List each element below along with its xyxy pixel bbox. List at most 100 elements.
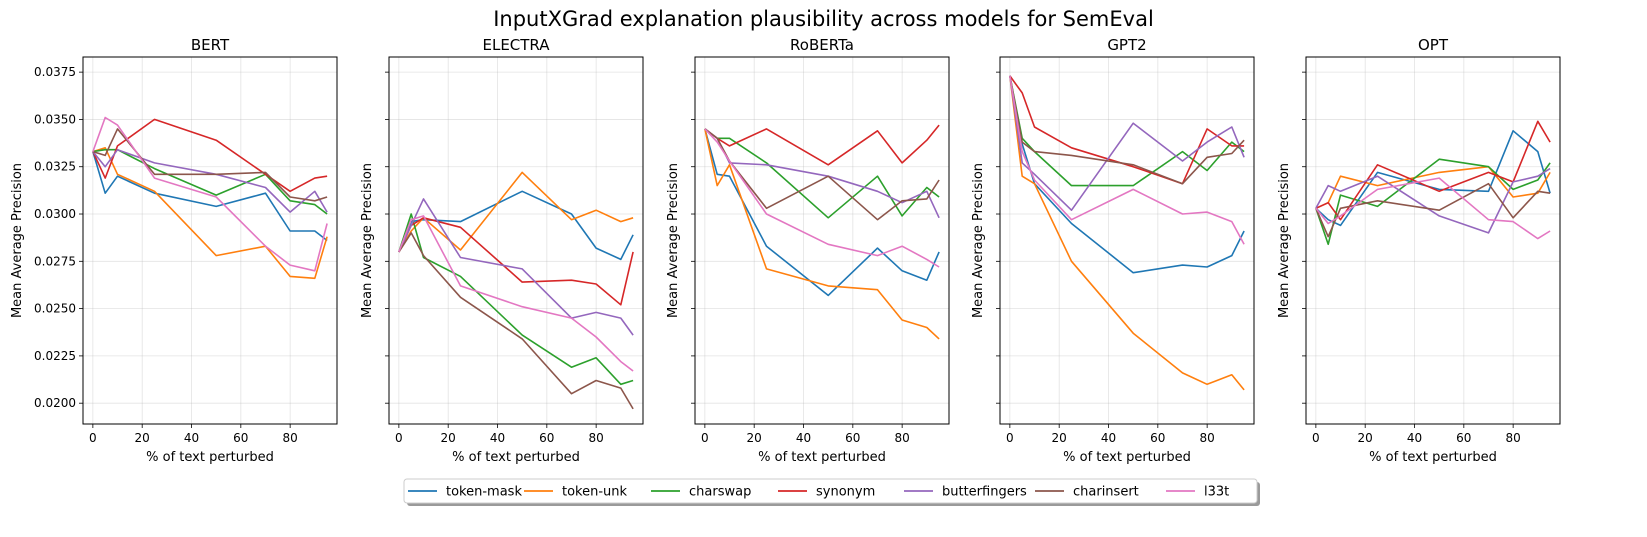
y-tick-label: 0.0375: [34, 65, 76, 79]
series-line-charswap: [704, 128, 940, 219]
series-line-token-mask: [704, 128, 940, 297]
x-tick-label: 80: [589, 431, 604, 445]
series-line-token-unk: [92, 147, 328, 280]
y-tick-label: 0.0200: [34, 396, 76, 410]
x-tick-label: 40: [184, 431, 199, 445]
x-tick-label: 0: [1006, 431, 1014, 445]
series-line-synonym: [398, 217, 634, 306]
panel-opt: 0 20 40 60 80 OPT % of text perturbed Mean Aver…: [1277, 36, 1561, 465]
series-line-charinsert: [1315, 182, 1551, 238]
x-tick-label: 20: [135, 431, 150, 445]
series-line-charswap: [398, 213, 634, 386]
x-tick-label: 80: [283, 431, 298, 445]
series-line-butterfingers: [1009, 75, 1245, 211]
x-tick-label: 0: [89, 431, 97, 445]
panel-title: OPT: [1418, 36, 1449, 54]
x-tick-label: 60: [1150, 431, 1165, 445]
x-axis-label: % of text perturbed: [146, 450, 274, 465]
series-line-l33t: [1315, 177, 1551, 240]
panel-title: ELECTRA: [482, 36, 550, 54]
series-line-charinsert: [398, 232, 634, 410]
panel-electra: 0 20 40 60 80 ELECTRA % of text perturbed Mean …: [360, 36, 644, 465]
plot-frame: [1305, 56, 1561, 425]
legend-item-charswap: charswap: [651, 485, 751, 500]
series-line-token-mask: [92, 151, 328, 242]
legend-label-l33t: l33t: [1204, 485, 1229, 500]
y-tick-label: 0.0300: [34, 207, 76, 221]
panels: 0 20 40 60 80 0.0200 0.0225 0.0250 0.0275 0.0300 0…: [10, 36, 1561, 465]
y-tick-label: 0.0225: [34, 349, 76, 363]
series-line-l33t: [398, 215, 634, 372]
series-line-token-unk: [704, 128, 940, 340]
x-tick-label: 20: [1052, 431, 1067, 445]
figure-title: InputXGrad explanation plausibility acro…: [493, 7, 1154, 31]
legend-label-charinsert: charinsert: [1073, 485, 1139, 500]
x-tick-label: 60: [1456, 431, 1471, 445]
series-line-token-unk: [1009, 75, 1245, 391]
legend-label-butterfingers: butterfingers: [942, 485, 1027, 500]
x-tick-label: 40: [1407, 431, 1422, 445]
y-tick-label: 0.0275: [34, 254, 76, 268]
y-tick-label: 0.0250: [34, 302, 76, 316]
legend-item-charinsert: charinsert: [1035, 485, 1139, 500]
legend-item-token-mask: token-mask: [408, 485, 522, 500]
series-line-token-unk: [1315, 165, 1551, 210]
y-axis-label: Mean Average Precision: [10, 163, 25, 318]
series-line-l33t: [704, 128, 940, 268]
x-tick-label: 40: [1101, 431, 1116, 445]
series-line-synonym: [92, 118, 328, 193]
panel-title: RoBERTa: [790, 36, 854, 54]
y-axis-label: Mean Average Precision: [1277, 163, 1292, 318]
panel-roberta: 0 20 40 60 80 RoBERTa % of text perturbed Mean …: [666, 36, 950, 465]
series-line-charswap: [1009, 75, 1245, 187]
legend-item-token-unk: token-unk: [524, 485, 628, 500]
series-line-charinsert: [704, 128, 940, 221]
legend-label-synonym: synonym: [816, 485, 875, 500]
x-tick-label: 60: [845, 431, 860, 445]
x-tick-label: 80: [1506, 431, 1521, 445]
plot-frame: [999, 56, 1255, 425]
x-tick-label: 20: [441, 431, 456, 445]
x-tick-label: 60: [539, 431, 554, 445]
y-axis-label: Mean Average Precision: [971, 163, 986, 318]
legend-item-butterfingers: butterfingers: [904, 485, 1027, 500]
y-axis-label: Mean Average Precision: [360, 163, 375, 318]
series-line-token-mask: [1009, 75, 1245, 274]
x-tick-label: 20: [1358, 431, 1373, 445]
x-tick-label: 40: [490, 431, 505, 445]
panel-bert: 0 20 40 60 80 0.0200 0.0225 0.0250 0.0275 0.0300 0…: [10, 36, 338, 465]
x-tick-label: 60: [233, 431, 248, 445]
series-line-butterfingers: [1315, 167, 1551, 234]
series-line-charswap: [1315, 158, 1551, 246]
legend-frame: [403, 478, 1258, 504]
plot-frame: [388, 56, 644, 425]
series-line-l33t: [92, 116, 328, 272]
panel-title: BERT: [191, 36, 230, 54]
x-axis-label: % of text perturbed: [758, 450, 886, 465]
panel-gpt2: 0 20 40 60 80 GPT2 % of text perturbed Mean Ave…: [971, 36, 1255, 465]
x-axis-label: % of text perturbed: [1063, 450, 1191, 465]
series-line-token-unk: [398, 171, 634, 253]
series-line-synonym: [1009, 75, 1245, 185]
x-tick-label: 80: [895, 431, 910, 445]
x-tick-label: 0: [1312, 431, 1320, 445]
legend-item-l33t: l33t: [1166, 485, 1229, 500]
legend-label-token-unk: token-unk: [562, 485, 628, 500]
plot-frame: [694, 56, 950, 425]
series-line-synonym: [704, 124, 940, 166]
legend: token-mask token-unk charswap synonym butter…: [403, 478, 1260, 506]
panel-title: GPT2: [1107, 36, 1146, 54]
legend-label-token-mask: token-mask: [446, 485, 522, 500]
series-line-synonym: [1315, 120, 1551, 221]
series-line-charinsert: [92, 128, 328, 202]
series-line-l33t: [1009, 75, 1245, 245]
x-tick-label: 0: [701, 431, 709, 445]
series-line-butterfingers: [398, 198, 634, 336]
y-tick-label: 0.0350: [34, 112, 76, 126]
legend-item-synonym: synonym: [778, 485, 875, 500]
x-tick-label: 20: [747, 431, 762, 445]
x-axis-label: % of text perturbed: [1369, 450, 1497, 465]
y-axis-label: Mean Average Precision: [666, 163, 681, 318]
series-line-charswap: [92, 148, 328, 215]
